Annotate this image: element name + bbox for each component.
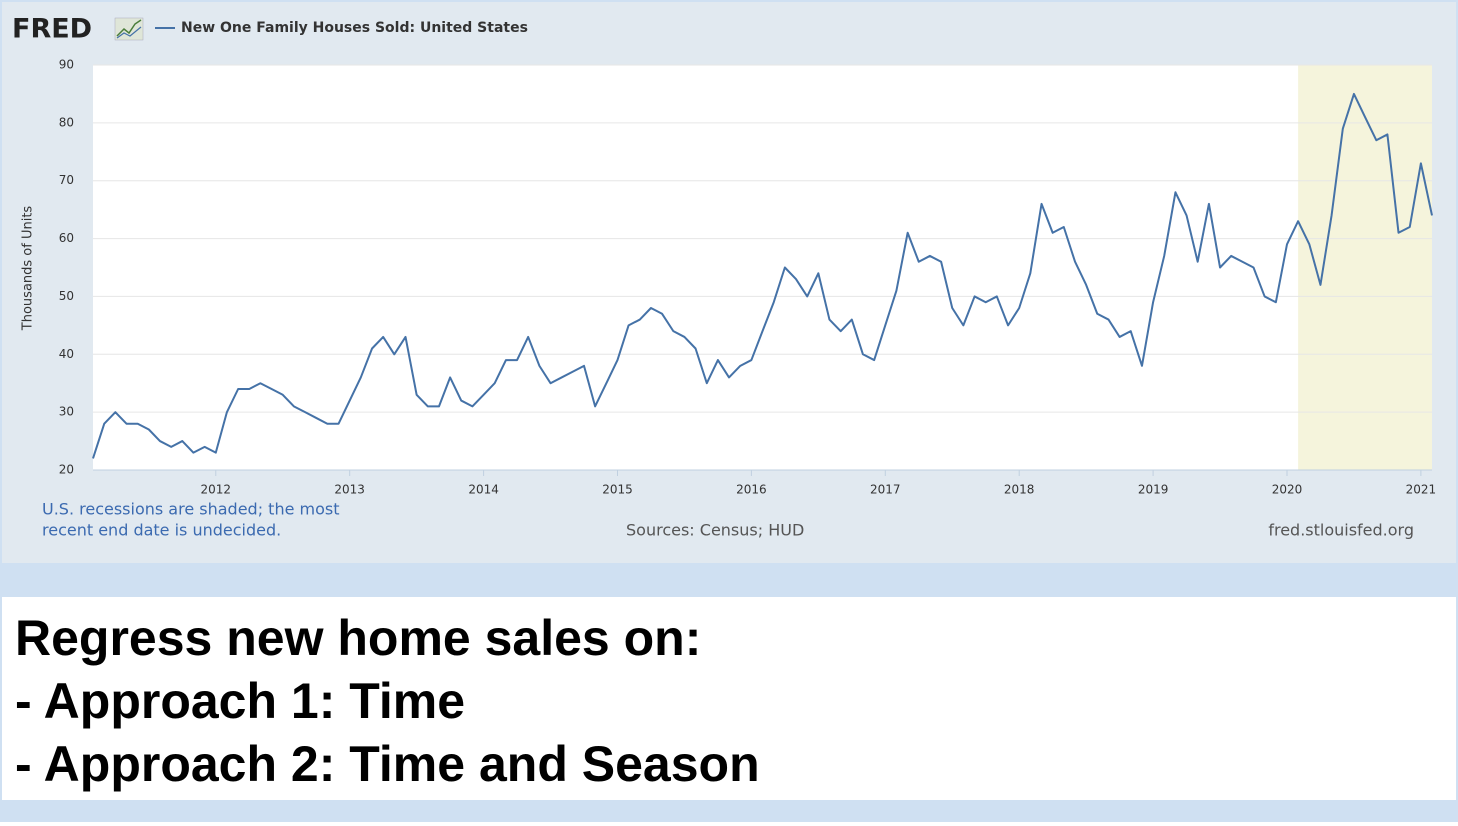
y-tick-label: 80 [59, 115, 74, 129]
plot-area [93, 65, 1432, 470]
recession-note: U.S. recessions are shaded; the most [42, 500, 340, 519]
y-axis-label: Thousands of Units [21, 206, 36, 332]
y-tick-label: 70 [59, 173, 74, 187]
x-tick-label: 2021 [1406, 483, 1437, 497]
recession-note: recent end date is undecided. [42, 521, 281, 540]
x-tick-label: 2016 [736, 483, 767, 497]
x-tick-label: 2012 [201, 483, 232, 497]
x-tick-label: 2013 [334, 483, 365, 497]
y-tick-label: 30 [59, 405, 74, 419]
data-line [92, 92, 1433, 459]
y-tick-label: 20 [59, 463, 74, 477]
slide-line: Regress new home sales on: [15, 610, 701, 666]
slide-line: - Approach 2: Time and Season [15, 736, 760, 792]
logo: FRED [12, 14, 92, 45]
logo-icon [114, 17, 144, 41]
x-tick-label: 2020 [1272, 483, 1303, 497]
y-tick-label: 40 [59, 347, 74, 361]
recession-shading [1298, 65, 1432, 470]
x-tick-label: 2014 [468, 483, 499, 497]
y-tick-label: 90 [59, 58, 74, 72]
y-tick-label: 60 [59, 231, 74, 245]
site: fred.stlouisfed.org [1268, 521, 1414, 540]
x-tick-label: 2018 [1004, 483, 1035, 497]
legend-label: New One Family Houses Sold: United State… [181, 20, 528, 36]
x-tick-label: 2019 [1138, 483, 1169, 497]
x-tick-label: 2017 [870, 483, 901, 497]
source: Sources: Census; HUD [626, 521, 804, 540]
y-tick-label: 50 [59, 289, 74, 303]
text-panel [2, 597, 1456, 800]
slide-line: - Approach 1: Time [15, 673, 465, 729]
x-tick-label: 2015 [602, 483, 633, 497]
